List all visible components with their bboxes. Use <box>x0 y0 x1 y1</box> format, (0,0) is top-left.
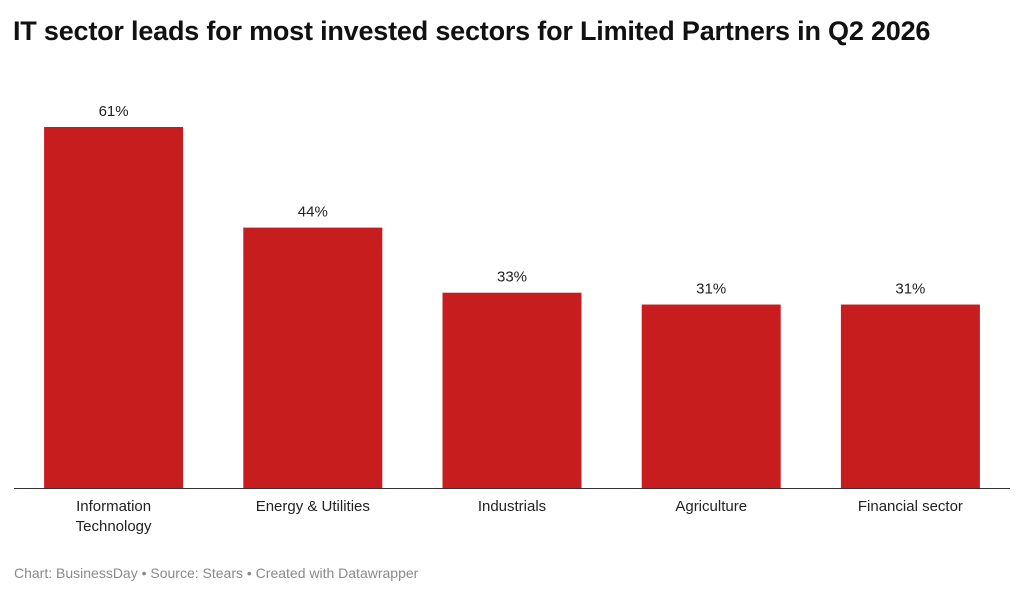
x-tick-label: Information Technology <box>76 498 152 535</box>
x-tick-label-line: Technology <box>76 518 152 535</box>
x-tick-label: Industrials <box>478 498 546 515</box>
x-tick-label: Agriculture <box>675 498 747 515</box>
bar <box>442 292 582 488</box>
chart-footer: Chart: BusinessDay • Source: Stears • Cr… <box>14 565 419 581</box>
data-label: 31% <box>696 281 726 298</box>
x-tick-label-line: Agriculture <box>675 498 747 515</box>
data-label: 33% <box>497 269 527 286</box>
x-tick-label-line: Financial sector <box>858 498 963 515</box>
chart-title: IT sector leads for most invested sector… <box>13 16 931 46</box>
bar <box>840 304 980 488</box>
bar <box>641 304 781 488</box>
x-tick-label: Energy & Utilities <box>256 498 370 515</box>
x-tick-label-line: Industrials <box>478 498 546 515</box>
bar <box>243 227 383 488</box>
data-label: 61% <box>99 103 129 120</box>
x-tick-label-line: Energy & Utilities <box>256 498 370 515</box>
x-tick-label-line: Information <box>76 498 151 515</box>
x-tick-label: Financial sector <box>858 498 963 515</box>
data-label: 44% <box>298 204 328 221</box>
data-label: 31% <box>895 281 925 298</box>
bar <box>44 127 184 488</box>
